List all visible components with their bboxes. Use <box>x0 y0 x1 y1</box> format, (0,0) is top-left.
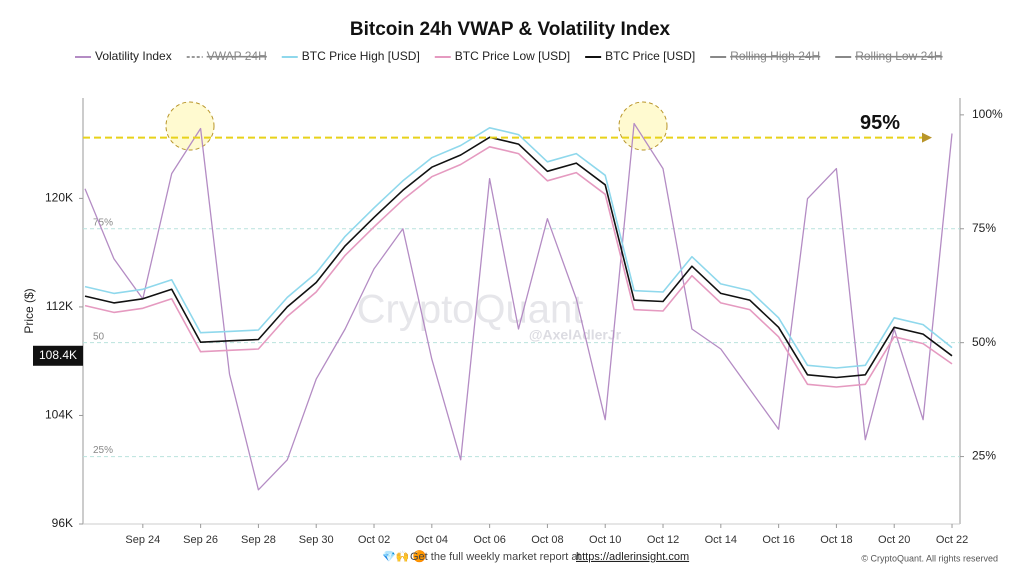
legend-label: Rolling High 24H <box>730 49 820 63</box>
reference-label: 50 <box>93 331 105 342</box>
legend-label: BTC Price High [USD] <box>302 49 420 63</box>
threshold-arrow <box>922 132 932 143</box>
x-tick-label: Sep 30 <box>299 534 334 546</box>
footer-link[interactable]: https://adlerinsight.com <box>576 551 689 563</box>
x-tick-label: Oct 12 <box>647 534 679 546</box>
x-tick-label: Oct 18 <box>820 534 852 546</box>
x-tick-label: Oct 20 <box>878 534 910 546</box>
series-line <box>84 127 953 369</box>
series-line <box>84 136 953 379</box>
y2-tick-label: 25% <box>972 449 996 463</box>
y-tick-label: 112K <box>46 299 73 313</box>
legend-label: BTC Price Low [USD] <box>455 49 570 63</box>
x-tick-label: Oct 10 <box>589 534 621 546</box>
price-label: 108.4K <box>39 348 77 362</box>
y-tick-label: 96K <box>52 516 73 530</box>
copyright: © CryptoQuant. All rights reserved <box>861 553 998 563</box>
watermark: CryptoQuant <box>357 288 584 332</box>
reference-label: 75% <box>93 217 113 228</box>
price-marker <box>33 345 83 366</box>
series-line <box>84 122 953 491</box>
x-tick-label: Oct 02 <box>358 534 390 546</box>
x-tick-label: Sep 24 <box>125 534 160 546</box>
threshold-label: 95% <box>860 112 900 134</box>
y2-tick-label: 100% <box>972 107 1003 121</box>
highlight-circle <box>618 101 668 151</box>
y-axis-title: Price ($) <box>22 288 36 333</box>
author: @AxelAdlerJr <box>529 327 622 343</box>
y2-tick-label: 75% <box>972 221 996 235</box>
x-tick-label: Oct 08 <box>531 534 563 546</box>
x-tick-label: Oct 04 <box>416 534 448 546</box>
emoji: 💎🙌 🟠 <box>382 550 426 563</box>
x-tick-label: Oct 14 <box>705 534 737 546</box>
footer-text: Get the full weekly market report at <box>410 551 581 563</box>
highlight-circle <box>165 101 215 151</box>
reference-label: 25% <box>93 445 113 456</box>
y-tick-label: 120K <box>45 191 73 205</box>
x-tick-label: Oct 06 <box>473 534 505 546</box>
x-tick-label: Sep 28 <box>241 534 276 546</box>
y-tick-label: 104K <box>45 408 73 422</box>
y2-tick-label: 50% <box>972 335 996 349</box>
legend-label: Volatility Index <box>95 49 172 63</box>
x-tick-label: Oct 16 <box>762 534 794 546</box>
legend-label: BTC Price [USD] <box>605 49 695 63</box>
chart-title: Bitcoin 24h VWAP & Volatility Index <box>350 19 671 40</box>
series-line <box>84 146 953 388</box>
x-tick-label: Oct 22 <box>936 534 968 546</box>
x-tick-label: Sep 26 <box>183 534 218 546</box>
legend-label: Rolling Low 24H <box>855 49 942 63</box>
legend-label: VWAP 24H <box>207 49 267 63</box>
